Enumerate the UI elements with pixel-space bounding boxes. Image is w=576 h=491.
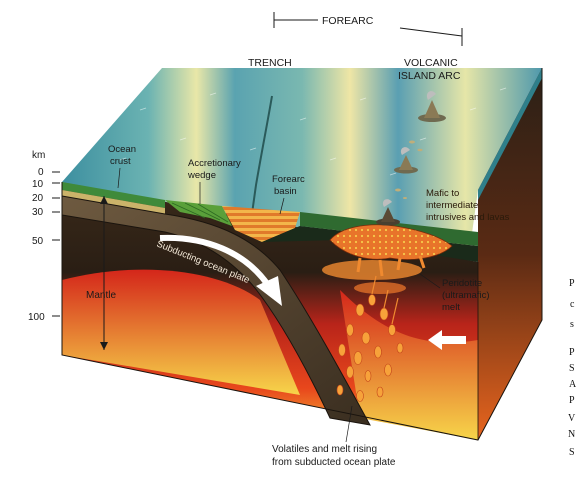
depth-tick-100: 100 [28,312,45,323]
forearc-basin-label-line2: basin [274,186,297,197]
km-unit-label: km [32,150,45,161]
edge-fragment-7: P [569,396,575,406]
forearc-basin-label-line1: Forearc [272,174,305,185]
depth-tick-0: 0 [38,167,44,178]
depth-tick-labels: 0 10 20 30 50 100 [28,167,45,323]
edge-fragment-5: S [569,364,575,374]
mafic-label-line2: intermediate [426,200,478,211]
peridotite-label-line3: melt [442,302,460,313]
edge-fragment-8: V [568,414,575,424]
volcanic-arc-label-line1: VOLCANIC [404,57,458,69]
mafic-label-line3: intrusives and lavas [426,212,510,223]
accretionary-label-line1: Accretionary [188,158,241,169]
depth-tick-50: 50 [32,236,44,247]
ocean-crust-label-line2: crust [110,156,131,167]
trench-label: TRENCH [248,57,292,69]
depth-tick-10: 10 [32,179,44,190]
edge-fragment-6: A [569,380,576,390]
edge-fragment-10: S [569,448,575,458]
accretionary-label-line2: wedge [187,170,216,181]
peridotite-label-line2: (ultramafic) [442,290,490,301]
forearc-label: FOREARC [322,15,374,27]
volatiles-label-line2: from subducted ocean plate [272,457,396,468]
mafic-label-line1: Mafic to [426,188,459,199]
volcanic-arc-label-line2: ISLAND ARC [398,70,461,82]
edge-fragment-9: N [568,430,575,440]
depth-tick-30: 30 [32,207,44,218]
edge-fragment-1: P [569,279,575,289]
ocean-crust-label-line1: Ocean [108,144,136,155]
peridotite-label-line1: Peridotite [442,278,482,289]
volatiles-label-line1: Volatiles and melt rising [272,444,377,455]
edge-fragment-4: P [569,348,575,358]
magma-pool [322,260,422,280]
edge-fragment-2: c [570,300,574,310]
edge-fragment-3: s [570,320,574,330]
mantle-label: Mantle [86,290,116,301]
magma-pool-2 [354,282,406,294]
depth-tick-20: 20 [32,193,44,204]
